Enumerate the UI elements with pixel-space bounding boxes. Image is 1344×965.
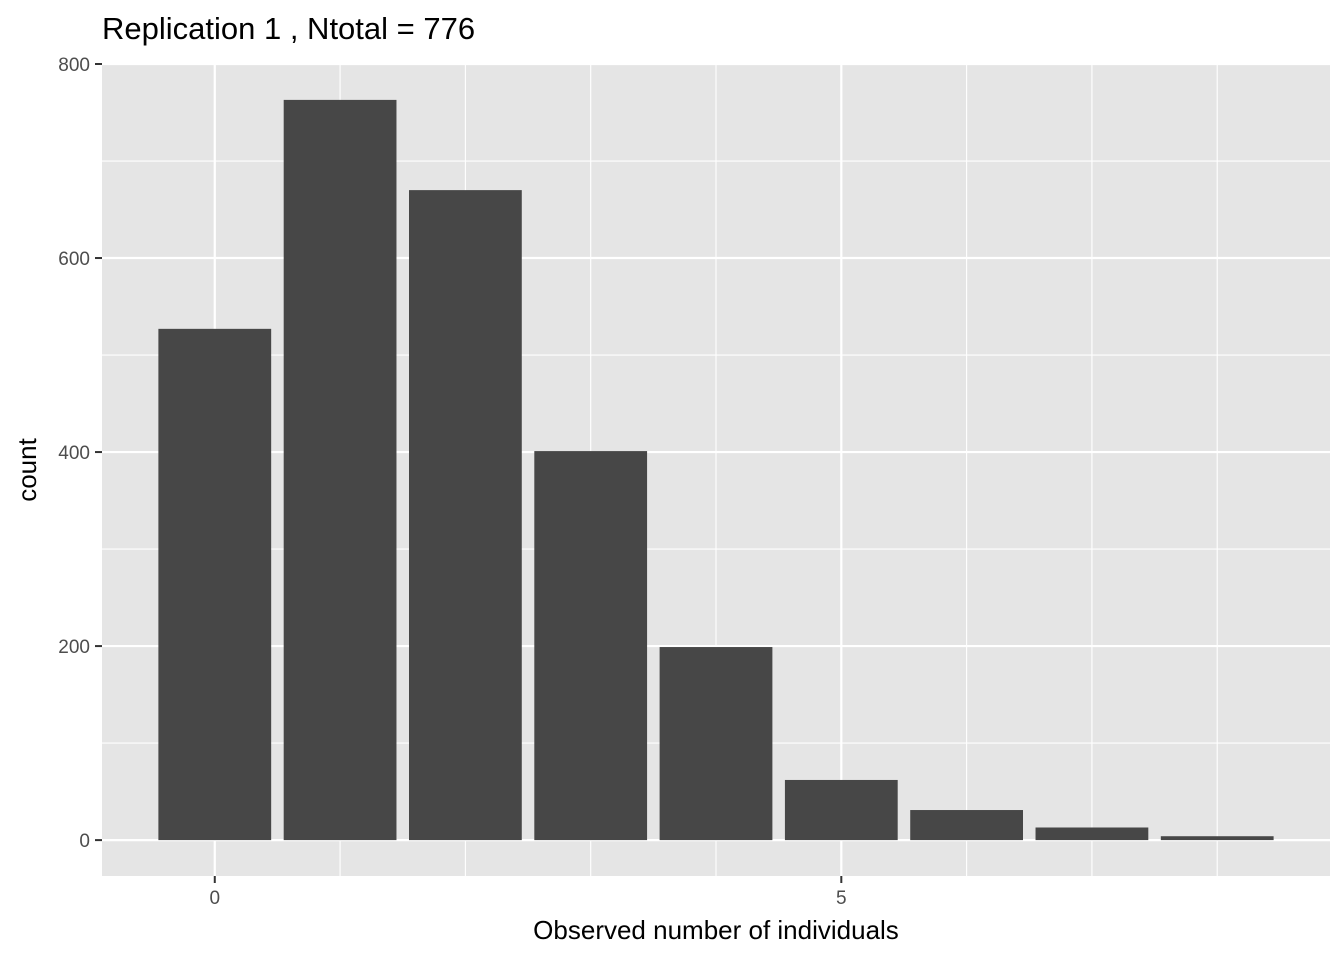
x-axis-title: Observed number of individuals <box>533 915 899 945</box>
bar-5 <box>784 779 898 841</box>
bar-2 <box>409 190 522 841</box>
chart-title: Replication 1 , Ntotal = 776 <box>102 11 475 46</box>
bar-7 <box>1035 827 1149 841</box>
bar-0 <box>158 328 272 841</box>
bar-6 <box>910 810 1023 841</box>
bars <box>158 99 1274 841</box>
bar-8 <box>1160 836 1274 841</box>
y-tick-label: 400 <box>58 443 90 464</box>
y-tick-label: 800 <box>58 55 90 76</box>
y-axis: 0 200 400 600 800 <box>58 55 102 852</box>
x-tick-label: 0 <box>209 888 220 909</box>
bar-1 <box>283 99 397 841</box>
y-tick-label: 0 <box>79 831 90 852</box>
y-axis-title: count <box>12 437 42 501</box>
bar-4 <box>659 647 773 841</box>
x-tick-label: 5 <box>836 888 847 909</box>
y-tick-label: 600 <box>58 249 90 270</box>
y-tick-label: 200 <box>58 637 90 658</box>
bar-3 <box>534 451 648 841</box>
